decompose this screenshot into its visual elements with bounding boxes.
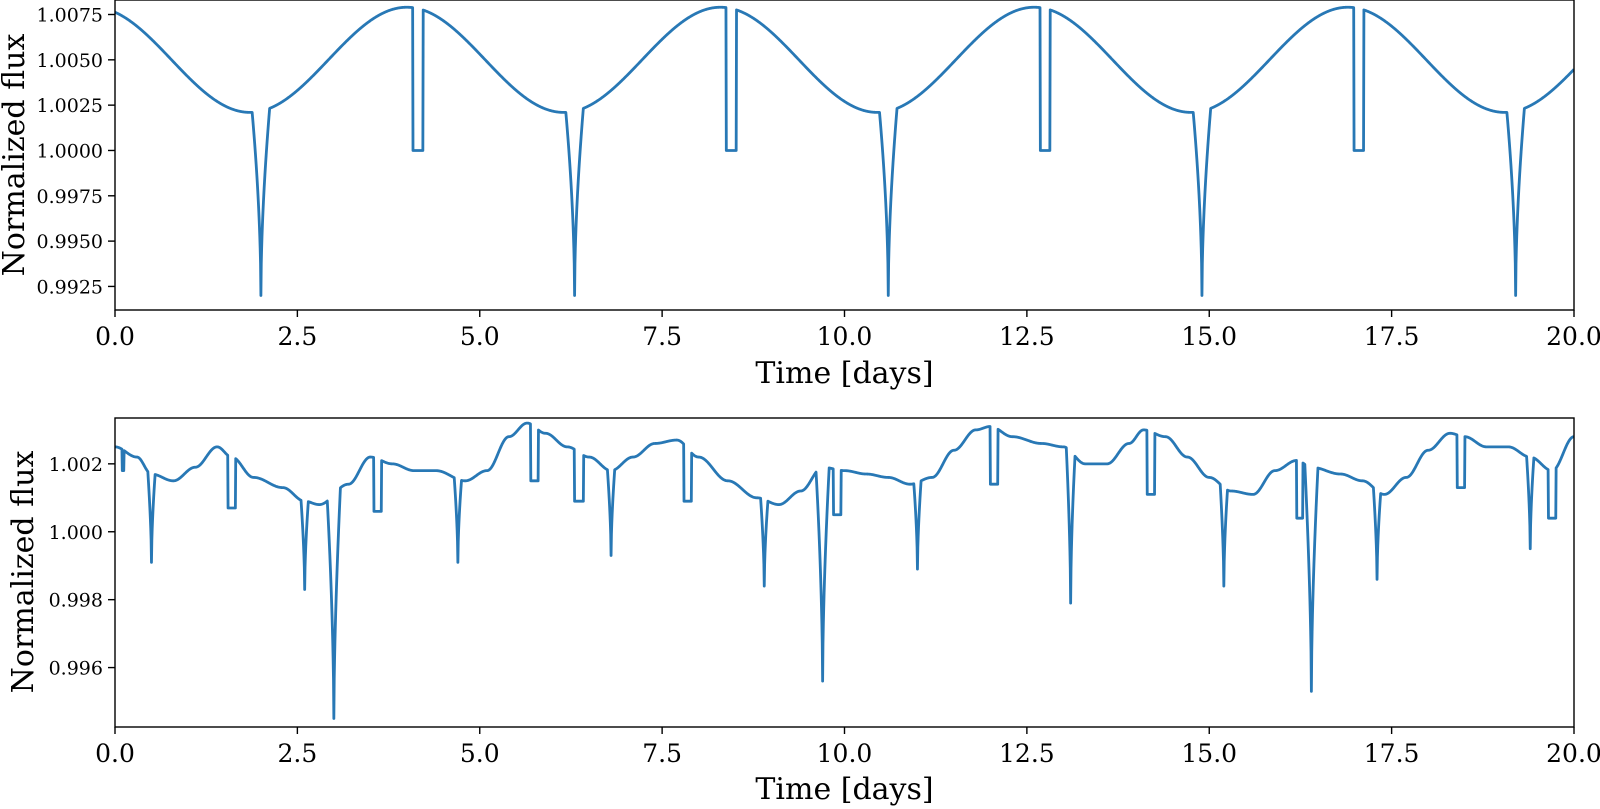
bottom-y-axis-label: Normalized flux [6,451,41,694]
x-tick-label: 0.0 [95,322,135,351]
x-tick-label: 17.5 [1364,739,1420,768]
x-tick-label: 7.5 [642,322,682,351]
y-tick-label: 1.0050 [37,50,103,72]
top-y-axis-label: Normalized flux [0,34,32,277]
x-tick-label: 17.5 [1364,322,1420,351]
x-tick-label: 12.5 [999,739,1055,768]
y-tick-label: 0.9925 [37,276,103,298]
y-tick-label: 1.000 [49,522,103,544]
x-tick-label: 20.0 [1546,739,1600,768]
x-tick-label: 10.0 [817,322,873,351]
bottom-x-ticks: 0.0 2.5 5.0 7.5 10.0 12.5 15.0 17.5 20.0 [95,727,1600,768]
bottom-axes-frame [114,417,1575,728]
y-tick-label: 0.9950 [37,231,103,253]
bottom-x-axis-label: Time [days] [755,772,933,807]
y-tick-label: 0.996 [49,658,103,680]
y-tick-label: 1.0025 [37,95,103,117]
bottom-y-ticks: 0.996 0.998 1.000 1.002 [49,454,115,680]
x-tick-label: 10.0 [817,739,873,768]
y-tick-label: 1.002 [49,454,103,476]
bottom-panel: 0.996 0.998 1.000 1.002 0.0 2.5 5.0 7.5 10.0 12.… [6,417,1600,807]
x-tick-label: 20.0 [1546,322,1600,351]
top-flux-line [115,5,1574,297]
y-tick-label: 1.0000 [37,140,103,162]
x-tick-label: 15.0 [1181,739,1237,768]
x-tick-label: 2.5 [277,322,317,351]
x-tick-label: 15.0 [1181,322,1237,351]
top-y-ticks: 0.9925 0.9950 0.9975 1.0000 1.0025 1.0050 1.00… [37,5,115,298]
top-x-axis-label: Time [days] [755,356,933,391]
x-tick-label: 12.5 [999,322,1055,351]
x-tick-label: 5.0 [460,322,500,351]
x-tick-label: 7.5 [642,739,682,768]
y-tick-label: 0.9975 [37,186,103,208]
y-tick-label: 1.0075 [37,5,103,27]
top-x-ticks: 0.0 2.5 5.0 7.5 10.0 12.5 15.0 17.5 20.0 [95,310,1600,351]
bottom-flux-line [115,421,1574,720]
top-panel: 0.9925 0.9950 0.9975 1.0000 1.0025 1.0050 1.00… [0,0,1600,391]
y-tick-label: 0.998 [49,590,103,612]
x-tick-label: 0.0 [95,739,135,768]
top-axes-frame [114,0,1575,311]
x-tick-label: 2.5 [277,739,317,768]
x-tick-label: 5.0 [460,739,500,768]
